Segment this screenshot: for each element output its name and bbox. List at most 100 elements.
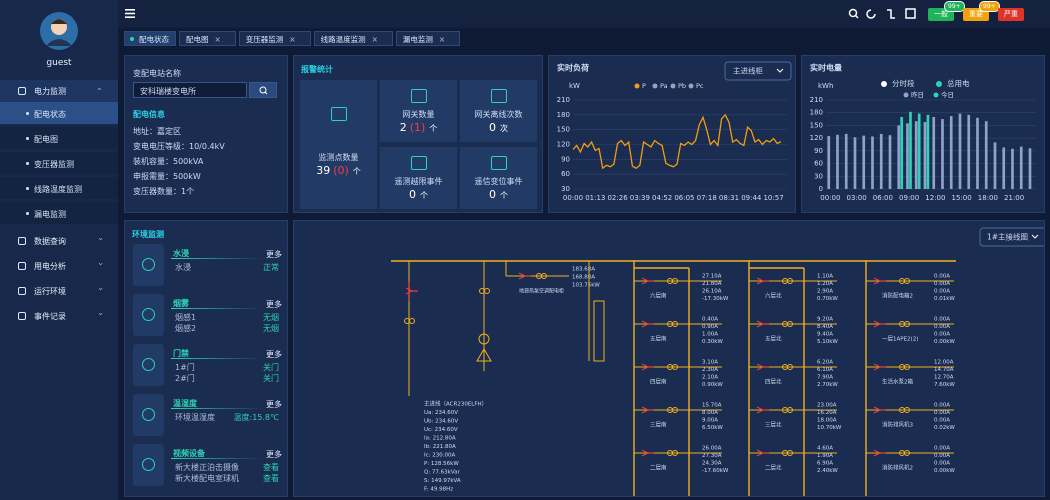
menu-label: 数据查询 xyxy=(34,237,66,246)
y-axis-label: kW xyxy=(569,82,580,90)
tab[interactable]: 配电状态 xyxy=(124,31,176,46)
meter-text: 主进线（ACR230ELFH） xyxy=(424,400,487,408)
feeder-value: 8.40A xyxy=(817,324,833,330)
env-icon-box xyxy=(133,444,164,486)
energy-bar xyxy=(917,113,921,189)
feeder-value: 24.30A xyxy=(702,461,722,467)
feeder-value: 6.90A xyxy=(817,461,833,467)
env-item-status: 关门 xyxy=(263,374,279,383)
feeder-value: 0.00A xyxy=(934,446,950,452)
menu-arrow: › xyxy=(94,312,105,316)
x-tick-label: 01:13 xyxy=(585,194,605,202)
env-underline xyxy=(171,408,263,409)
submenu-item[interactable]: 配电状态 xyxy=(0,102,118,124)
mode-label[interactable]: 总用电 xyxy=(947,78,970,88)
feeder-value: 0.00A xyxy=(934,410,950,416)
env-more[interactable]: 更多 xyxy=(266,400,282,409)
breaker xyxy=(756,406,769,414)
tab-close[interactable]: × xyxy=(214,35,221,44)
legend-label: 今日 xyxy=(941,90,954,99)
switch xyxy=(787,364,793,370)
x-tick-label: 15:00 xyxy=(952,194,972,202)
y-tick-label: 0 xyxy=(819,185,823,193)
feeder-value: 2.10A xyxy=(702,375,718,381)
tab-close[interactable]: × xyxy=(289,35,296,44)
feeder-value: 7.60kW xyxy=(934,382,955,388)
energy-bar xyxy=(941,119,944,189)
submenu-label: 配电状态 xyxy=(34,110,66,119)
menu-toggle[interactable] xyxy=(125,9,135,18)
menu-item[interactable]: 数据查询 › xyxy=(0,230,118,252)
feeder-value: 15.70A xyxy=(702,403,722,409)
feeder-value: 6.50kW xyxy=(702,425,723,431)
breaker xyxy=(756,320,769,328)
top-bar: 一般 99+ 重要 99+ 严重 xyxy=(118,0,1050,28)
feeder-name: 六层北 xyxy=(765,292,782,300)
card-value: 0 xyxy=(409,188,416,201)
menu-item[interactable]: 电力监测 › xyxy=(0,80,118,102)
card-value: 0 xyxy=(489,121,496,134)
tab[interactable]: 变压器监测 × xyxy=(238,31,311,46)
y-tick-label: 150 xyxy=(810,121,823,129)
menu-label: 用电分析 xyxy=(34,262,66,271)
submenu-label: 变压器监测 xyxy=(34,160,74,169)
env-more[interactable]: 更多 xyxy=(266,350,282,359)
line-selector[interactable] xyxy=(724,61,792,81)
alarm-card: 网关离线次数 0 次 xyxy=(460,80,537,142)
legend-label: Pc xyxy=(696,82,704,90)
submenu-item[interactable]: 线路温度监测 xyxy=(0,177,118,199)
menu-arrow: › xyxy=(94,237,105,241)
feeder-name: 消防排风机3 xyxy=(882,421,914,429)
toolbar-icons[interactable] xyxy=(848,8,928,20)
menu-item[interactable]: 运行环境 › xyxy=(0,280,118,302)
env-item-status[interactable]: 查看 xyxy=(263,463,279,472)
switch xyxy=(787,407,793,413)
submenu-item[interactable]: 漏电监测 xyxy=(0,202,118,224)
tab[interactable]: 线路温度监测 × xyxy=(313,31,393,46)
feeder-name: 消防配电箱2 xyxy=(882,292,913,300)
feeder-value: 1.10A xyxy=(817,274,833,280)
env-panel: 环境监测 水浸 更多 水浸 正常 烟雾 更多 烟感1 无烟 烟感2 无烟 门禁 更多 1#门 关门 2#门关… xyxy=(124,220,288,497)
switch xyxy=(787,278,793,284)
busbar-box xyxy=(593,300,605,362)
x-tick-label: 04:52 xyxy=(652,194,672,202)
env-more[interactable]: 更多 xyxy=(266,450,282,459)
energy-bar xyxy=(1028,148,1032,189)
energy-bar xyxy=(958,113,962,189)
breaker xyxy=(873,363,886,371)
feeder-value: 0.70kW xyxy=(817,296,838,302)
env-more[interactable]: 更多 xyxy=(266,300,282,309)
env-item-status[interactable]: 查看 xyxy=(263,474,279,483)
submenu-item[interactable]: 配电图 xyxy=(0,127,118,149)
energy-bar xyxy=(862,135,866,189)
energy-bar xyxy=(836,134,839,189)
menu-icon xyxy=(18,87,26,95)
tab[interactable]: 漏电监测 × xyxy=(395,31,461,46)
alert-badge[interactable]: 严重 xyxy=(998,8,1024,21)
legend-label: 昨日 xyxy=(911,90,924,99)
mode-label[interactable]: 分时段 xyxy=(892,78,915,88)
env-group-name: 门禁 xyxy=(173,349,189,358)
switch xyxy=(484,288,490,294)
feeder-value: 1.20A xyxy=(817,281,833,287)
breaker xyxy=(641,406,654,414)
menu-item[interactable]: 用电分析 › xyxy=(0,255,118,277)
feeder-value: 8.00A xyxy=(702,410,718,416)
submenu-dot xyxy=(26,137,29,140)
tab-dot[interactable] xyxy=(130,37,134,41)
chart-title: 实时负荷 xyxy=(557,63,589,73)
station-input[interactable]: 安科瑞楼变电所 xyxy=(133,82,247,98)
tab-close[interactable]: × xyxy=(371,35,378,44)
y-axis-label: kWh xyxy=(818,82,833,90)
search-button[interactable] xyxy=(249,82,277,98)
energy-bar xyxy=(827,136,831,189)
breaker xyxy=(756,449,769,457)
alarm-card: 监测点数量 39 (0) 个 xyxy=(300,80,377,209)
submenu-item[interactable]: 变压器监测 xyxy=(0,152,118,174)
tab-close[interactable]: × xyxy=(438,35,446,44)
x-tick-label: 09:44 xyxy=(741,194,762,202)
station-title: 变配电站名称 xyxy=(133,69,181,78)
tab[interactable]: 配电图 × xyxy=(179,31,236,46)
menu-item[interactable]: 事件记录 › xyxy=(0,305,118,327)
env-more[interactable]: 更多 xyxy=(266,250,282,259)
